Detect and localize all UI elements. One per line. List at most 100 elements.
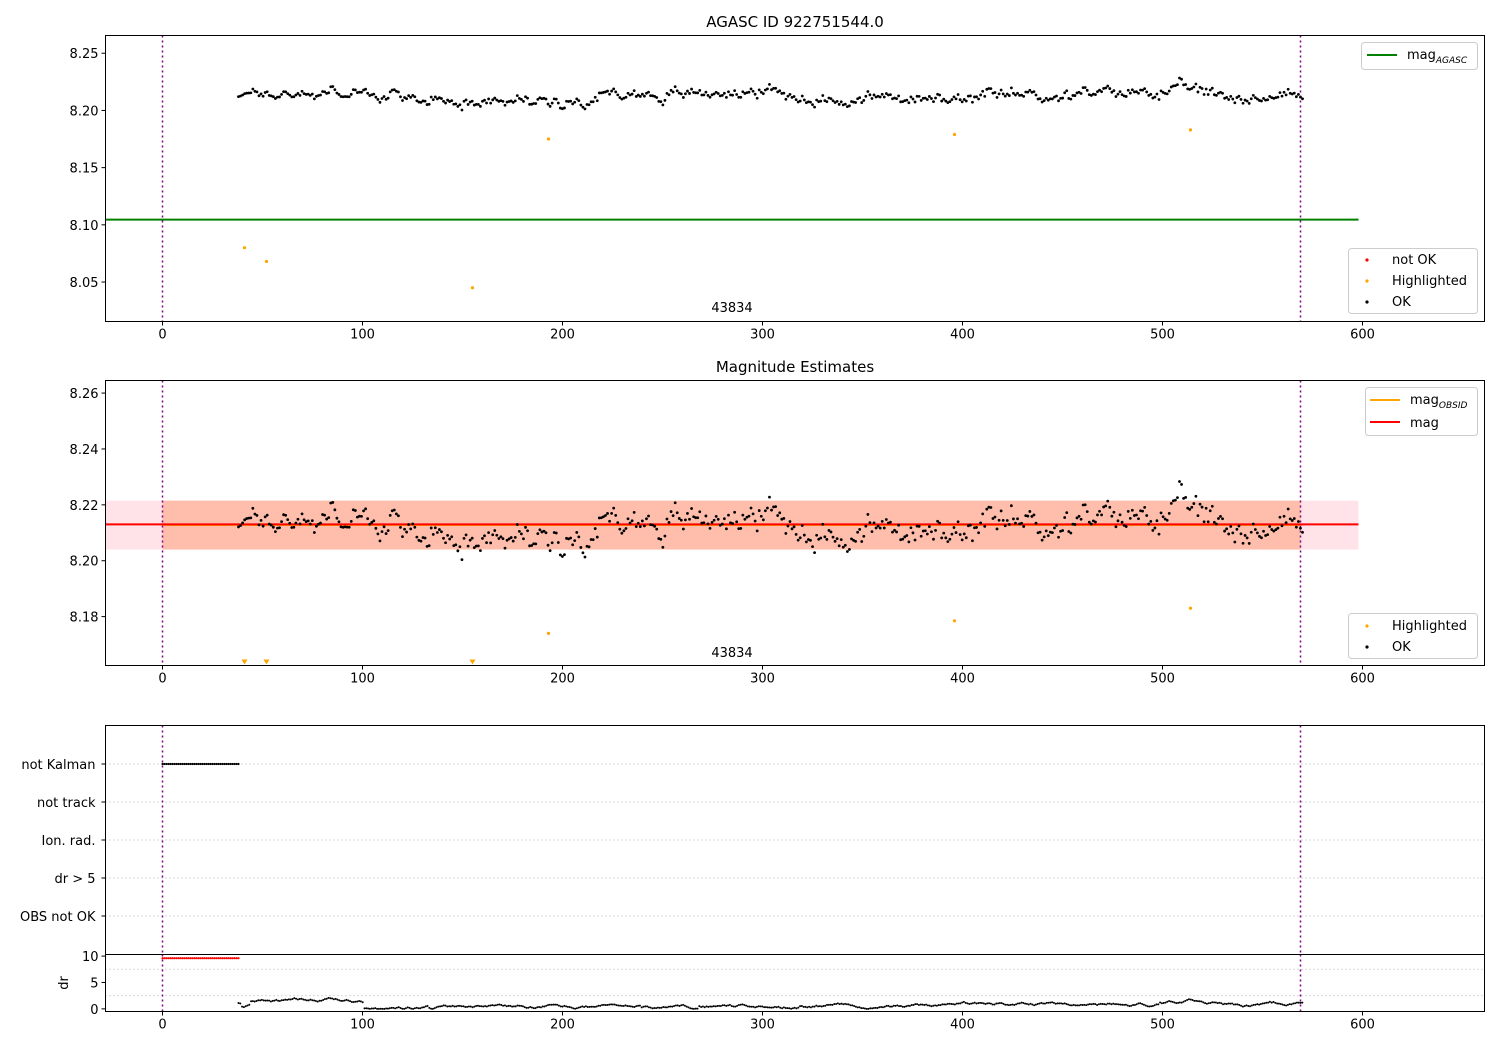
ok-point — [237, 525, 240, 529]
ok-point — [1124, 95, 1128, 98]
ok-point — [1135, 513, 1138, 517]
ok-point — [286, 518, 290, 522]
ok-point — [1292, 517, 1296, 520]
ok-point — [335, 516, 339, 520]
ok-point — [479, 549, 482, 553]
dr-point — [761, 1005, 764, 1008]
dr-point — [345, 998, 348, 1001]
ok-point — [444, 541, 447, 545]
ok-point — [1038, 97, 1042, 101]
dr-point — [998, 1002, 1001, 1005]
ok-point — [907, 540, 911, 544]
p4-ytick-label: 5 — [90, 976, 98, 991]
dr-point — [1168, 999, 1171, 1002]
dr-point — [1169, 1000, 1172, 1003]
ok-point — [1126, 509, 1130, 513]
dr-point — [1056, 1002, 1059, 1005]
flag-point — [189, 762, 192, 766]
ok-point — [302, 518, 306, 522]
ok-point — [491, 98, 495, 102]
ok-point — [1208, 509, 1212, 513]
ok-point — [249, 91, 253, 95]
ok-point — [591, 538, 595, 542]
legend-label-mag-obsid: magOBSID — [1410, 393, 1468, 411]
ok-point — [1116, 519, 1120, 523]
ok-point — [866, 513, 870, 516]
dr-point — [572, 1007, 575, 1010]
ok-point — [255, 90, 259, 94]
dr-clipped-point — [171, 957, 174, 960]
dr-clipped-point — [233, 957, 236, 960]
dr-point — [1061, 1002, 1064, 1005]
ok-point — [934, 528, 937, 532]
ok-point — [417, 100, 421, 104]
ok-point — [782, 517, 786, 520]
ok-point — [819, 536, 823, 540]
ok-point — [323, 90, 327, 94]
ok-point — [1007, 523, 1011, 526]
ok-point — [241, 93, 245, 97]
ok-point — [1169, 501, 1173, 505]
dr-point — [1009, 1003, 1012, 1006]
ok-point — [878, 95, 882, 99]
ok-point — [1200, 505, 1204, 509]
ok-point — [739, 95, 743, 99]
flag-point — [193, 762, 196, 766]
ok-point — [848, 548, 851, 551]
dr-point — [997, 1002, 1000, 1005]
dr-point — [779, 1006, 782, 1009]
ok-point — [1233, 101, 1237, 105]
ok-point — [280, 93, 283, 96]
dr-point — [1002, 1002, 1005, 1005]
ok-point — [876, 524, 880, 528]
dr-point — [800, 1004, 803, 1007]
ok-point — [663, 534, 667, 538]
dr-point — [710, 1005, 713, 1008]
ok-point — [310, 519, 314, 522]
ok-point — [253, 512, 257, 516]
ok-point — [741, 513, 745, 517]
ok-point — [985, 507, 989, 511]
ok-point — [536, 532, 540, 536]
dr-point — [604, 1004, 607, 1007]
ok-point — [1198, 85, 1202, 89]
dr-point — [246, 1004, 249, 1007]
ok-point — [854, 101, 857, 104]
dr-point — [647, 1006, 650, 1009]
ok-point — [981, 89, 985, 93]
dr-point — [629, 1005, 632, 1008]
dr-clipped-point — [215, 957, 218, 960]
ok-point — [1155, 519, 1159, 523]
dr-point — [390, 1006, 393, 1009]
ok-point — [511, 100, 515, 104]
ok-point — [966, 94, 970, 98]
ok-point — [800, 524, 804, 527]
ok-point — [798, 99, 802, 103]
dr-point — [291, 997, 294, 1000]
dr-point — [1139, 1002, 1142, 1005]
ok-point — [579, 546, 583, 549]
dr-point — [1216, 1002, 1219, 1005]
dr-point — [1200, 1000, 1203, 1003]
ok-point — [829, 97, 833, 101]
dr-point — [620, 1004, 623, 1007]
ok-point — [1188, 508, 1192, 511]
flag-point — [213, 762, 216, 766]
ok-point — [304, 93, 308, 96]
ok-point — [556, 101, 560, 105]
dr-point — [1141, 1002, 1144, 1005]
ok-point — [999, 88, 1003, 92]
dr-point — [748, 1005, 751, 1008]
ok-point — [595, 99, 599, 103]
ok-point — [1229, 525, 1233, 528]
ok-point — [632, 89, 636, 93]
ok-point — [788, 92, 792, 96]
ok-point — [835, 537, 839, 541]
dr-point — [784, 1007, 787, 1010]
ok-point — [442, 99, 445, 103]
ok-point — [831, 535, 835, 539]
ok-point — [819, 99, 823, 103]
dr-clipped-point — [223, 957, 226, 960]
dr-point — [773, 1005, 776, 1008]
ok-point — [1190, 505, 1194, 509]
